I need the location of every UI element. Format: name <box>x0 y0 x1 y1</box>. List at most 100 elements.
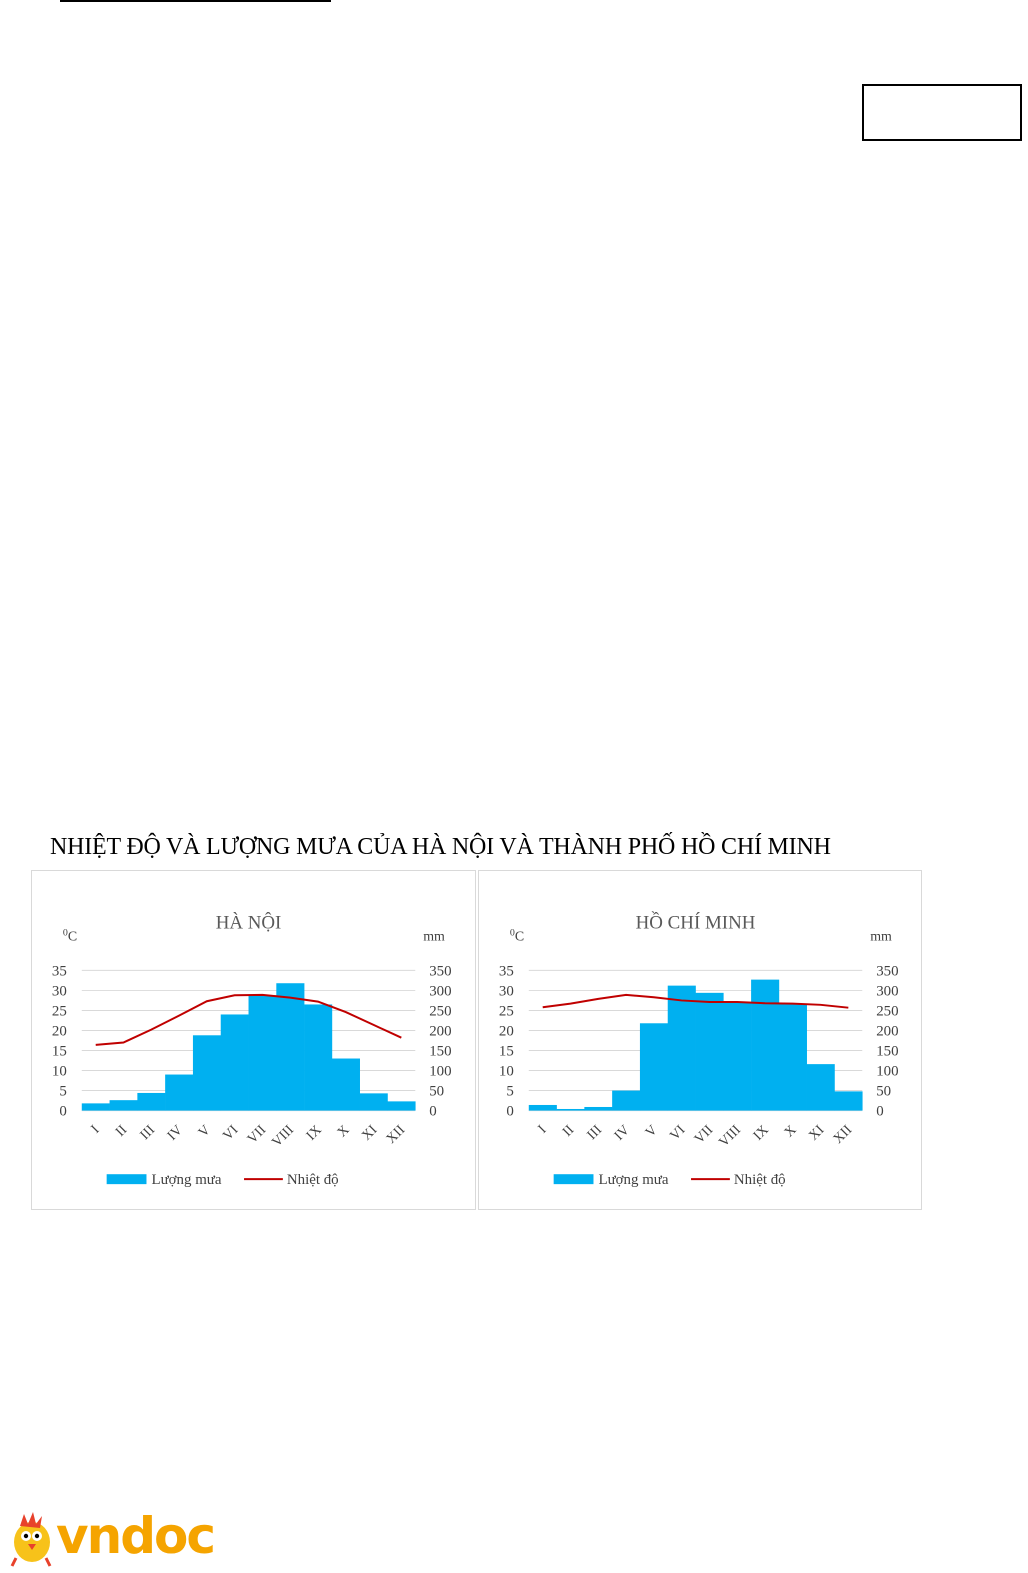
right-tick-label: 50 <box>876 1084 891 1100</box>
left-tick-label: 5 <box>506 1084 513 1100</box>
month-label: V <box>196 1123 214 1141</box>
rain-bar <box>528 1104 557 1111</box>
left-tick-label: 10 <box>52 1064 67 1080</box>
left-tick-label: 35 <box>499 963 514 979</box>
month-label: V <box>643 1123 661 1141</box>
left-unit-label: 0C <box>510 927 524 944</box>
rain-bar <box>723 1002 752 1111</box>
chart-title: HÀ NỘI <box>216 912 282 934</box>
rain-bar <box>192 1035 222 1111</box>
chart-panel-ha-noi: HÀ NỘI 0C mm 0 5 10 15 20 25 30 35 0 50 100 150 200 250 3… <box>31 870 476 1210</box>
rain-bar <box>778 1003 807 1111</box>
temperature-line <box>542 993 849 1009</box>
left-tick-label: 5 <box>59 1084 66 1100</box>
legend-swatch-rain <box>106 1174 147 1185</box>
right-tick-label: 0 <box>876 1104 883 1120</box>
legend-label-temp: Nhiệt độ <box>734 1172 786 1188</box>
left-tick-label: 30 <box>499 983 514 999</box>
rain-bar <box>248 995 277 1111</box>
rain-bar <box>751 979 780 1111</box>
chart-panel-ho-chi-minh: HỒ CHÍ MINH 0C mm 0 5 10 15 20 25 30 35 0 50 100 150 20… <box>478 870 922 1210</box>
month-label: I <box>536 1122 550 1136</box>
month-label: IV <box>165 1123 186 1144</box>
rain-bar <box>806 1064 835 1111</box>
score-box <box>862 84 1022 141</box>
chart-title: HỒ CHÍ MINH <box>636 912 756 934</box>
logo-text: vndoc <box>56 1507 216 1565</box>
rain-bar <box>639 1023 669 1111</box>
month-label: VII <box>692 1122 717 1147</box>
month-label: II <box>113 1122 130 1139</box>
month-label: II <box>560 1122 577 1139</box>
figure-title: NHIỆT ĐỘ VÀ LƯỢNG MƯA CỦA HÀ NỘI VÀ THÀN… <box>50 834 831 860</box>
right-tick-label: 100 <box>876 1064 898 1080</box>
rain-bar <box>387 1101 416 1111</box>
rain-bar <box>584 1106 613 1111</box>
month-label: XI <box>806 1122 827 1143</box>
left-unit-label: 0C <box>63 927 77 944</box>
right-tick-label: 200 <box>876 1023 898 1039</box>
right-tick-label: 300 <box>876 983 898 999</box>
month-label: XII <box>831 1122 856 1147</box>
right-tick-label: 100 <box>429 1064 451 1080</box>
left-tick-label: 35 <box>52 963 67 979</box>
right-tick-label: 50 <box>429 1084 444 1100</box>
month-label: VIII <box>716 1122 744 1150</box>
rain-bar <box>276 983 305 1111</box>
month-label: X <box>782 1123 800 1141</box>
right-tick-label: 200 <box>429 1023 451 1039</box>
temperature-line <box>95 993 402 1046</box>
right-tick-label: 250 <box>876 1003 898 1019</box>
right-tick-label: 350 <box>429 963 451 979</box>
month-label: XI <box>359 1122 380 1143</box>
legend-label-rain: Lượng mưa <box>151 1172 221 1188</box>
vndoc-logo <box>6 1508 226 1568</box>
right-tick-label: 0 <box>429 1104 436 1120</box>
rain-bar <box>304 1004 333 1111</box>
mascot-icon <box>10 1512 52 1567</box>
right-tick-label: 350 <box>876 963 898 979</box>
right-tick-label: 150 <box>876 1043 898 1059</box>
left-tick-label: 30 <box>52 983 67 999</box>
month-label: III <box>138 1122 159 1143</box>
top-rule <box>60 0 331 2</box>
legend-swatch-rain <box>553 1174 594 1185</box>
rain-bar <box>695 992 724 1111</box>
month-label: X <box>335 1123 353 1141</box>
left-tick-label: 0 <box>59 1104 66 1120</box>
rain-bar <box>331 1058 360 1111</box>
left-tick-label: 0 <box>506 1104 513 1120</box>
month-label: VIII <box>269 1122 297 1150</box>
rain-bar <box>667 985 696 1111</box>
left-tick-label: 25 <box>499 1003 514 1019</box>
month-label: III <box>585 1122 606 1143</box>
month-label: VI <box>220 1122 241 1143</box>
rain-bar <box>165 1074 194 1111</box>
month-label: IV <box>612 1123 633 1144</box>
rain-bar <box>137 1092 166 1111</box>
month-label: XII <box>384 1122 409 1147</box>
month-label: I <box>89 1122 103 1136</box>
rain-bar <box>220 1014 249 1111</box>
rain-bar <box>359 1093 388 1111</box>
right-tick-label: 250 <box>429 1003 451 1019</box>
month-label: VI <box>667 1122 688 1143</box>
left-tick-label: 10 <box>499 1064 514 1080</box>
left-tick-label: 20 <box>499 1023 514 1039</box>
left-tick-label: 25 <box>52 1003 67 1019</box>
left-tick-label: 15 <box>52 1043 67 1059</box>
rain-bar <box>556 1108 585 1111</box>
right-unit-label: mm <box>870 930 892 945</box>
month-label: IX <box>751 1123 772 1144</box>
left-tick-label: 15 <box>499 1043 514 1059</box>
legend-label-temp: Nhiệt độ <box>287 1172 339 1188</box>
legend-label-rain: Lượng mưa <box>598 1172 668 1188</box>
rain-bar <box>109 1100 138 1111</box>
left-tick-label: 20 <box>52 1023 67 1039</box>
right-tick-label: 300 <box>429 983 451 999</box>
month-label: VII <box>245 1122 270 1147</box>
right-unit-label: mm <box>423 930 445 945</box>
rain-bar <box>81 1103 110 1111</box>
right-tick-label: 150 <box>429 1043 451 1059</box>
